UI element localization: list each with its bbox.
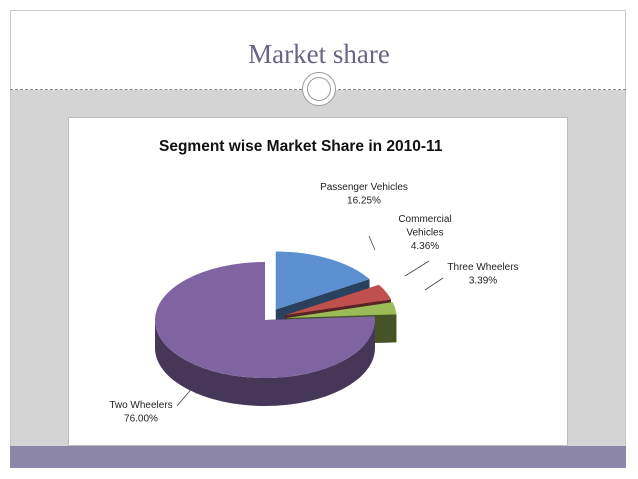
footer-bar: [10, 446, 626, 468]
chart-title: Segment wise Market Share in 2010-11: [159, 138, 443, 155]
data-label-passenger-vehicles: Passenger Vehicles: [320, 182, 408, 193]
leader-line-three-wheelers: [424, 277, 444, 291]
circle-ornament-icon: [302, 72, 336, 106]
data-label-commercial-vehicles: Commercial: [398, 214, 451, 225]
pie-slice-passenger-vehicles: [275, 251, 370, 310]
slide-title: Market share: [248, 39, 390, 69]
pie-chart: Segment wise Market Share in 2010-11 Pas…: [109, 138, 518, 425]
title-divider-left: [10, 89, 302, 90]
pie-slice-commercial-vehicles: [285, 284, 391, 316]
pie-slice-two-wheelers: [154, 262, 375, 378]
circle-ornament-inner: [307, 77, 331, 101]
data-value-three-wheelers: 3.39%: [469, 276, 497, 287]
data-value-commercial-vehicles: 4.36%: [411, 241, 439, 252]
data-value-two-wheelers: 76.00%: [124, 414, 158, 425]
chart-card: Segment wise Market Share in 2010-11 Pas…: [68, 117, 568, 446]
data-label-two-wheelers: Two Wheelers: [109, 400, 172, 411]
data-label-three-wheelers: Three Wheelers: [447, 262, 518, 273]
pie-slice-wall-two-wheelers-0: [155, 320, 375, 406]
leader-line-commercial-vehicles: [404, 260, 430, 277]
pie-slice-three-wheelers: [286, 302, 397, 318]
data-value-passenger-vehicles: 16.25%: [347, 196, 381, 207]
data-label-commercial-vehicles: Vehicles: [406, 228, 443, 239]
leader-line-passenger-vehicles: [368, 235, 376, 251]
leader-line-two-wheelers: [176, 379, 200, 407]
title-divider-right: [338, 89, 626, 90]
